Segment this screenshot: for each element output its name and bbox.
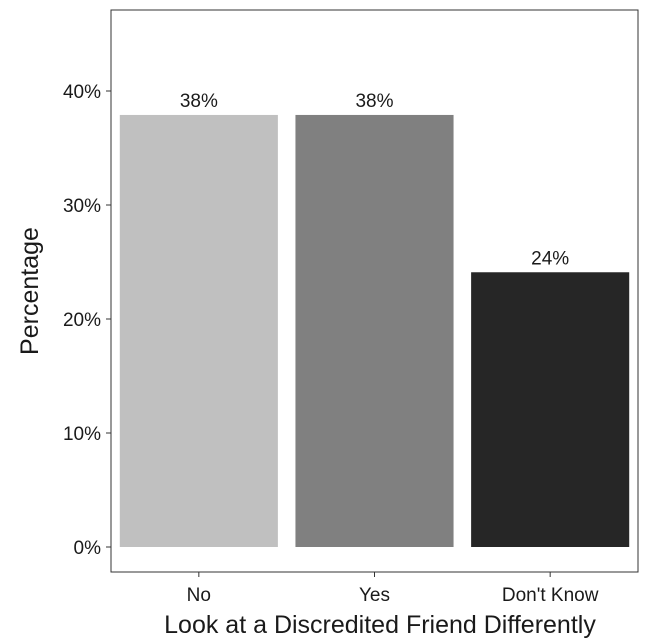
y-tick-label: 20%: [63, 310, 101, 331]
y-axis: 0% 10% 20% 30% 40%: [63, 82, 111, 559]
x-tick-label: No: [187, 585, 211, 606]
bar-value-label: 38%: [180, 91, 218, 112]
bar-value-label: 38%: [355, 91, 393, 112]
bar-0: [119, 114, 278, 547]
bar-2: [471, 272, 630, 547]
bar-labels-group: 38% 38% 24%: [180, 91, 569, 269]
x-axis: No Yes Don't Know: [187, 572, 599, 606]
x-tick-label: Don't Know: [502, 585, 599, 606]
y-tick-label: 0%: [74, 538, 102, 559]
bars-group: [119, 114, 630, 547]
y-tick-label: 40%: [63, 82, 101, 103]
bar-value-label: 24%: [531, 248, 569, 269]
y-tick-label: 10%: [63, 424, 101, 445]
x-tick-label: Yes: [359, 585, 390, 606]
y-tick-label: 30%: [63, 196, 101, 217]
y-axis-title: Percentage: [16, 227, 44, 355]
x-axis-title: Look at a Discredited Friend Differently: [164, 611, 596, 639]
bar-1: [295, 114, 454, 547]
